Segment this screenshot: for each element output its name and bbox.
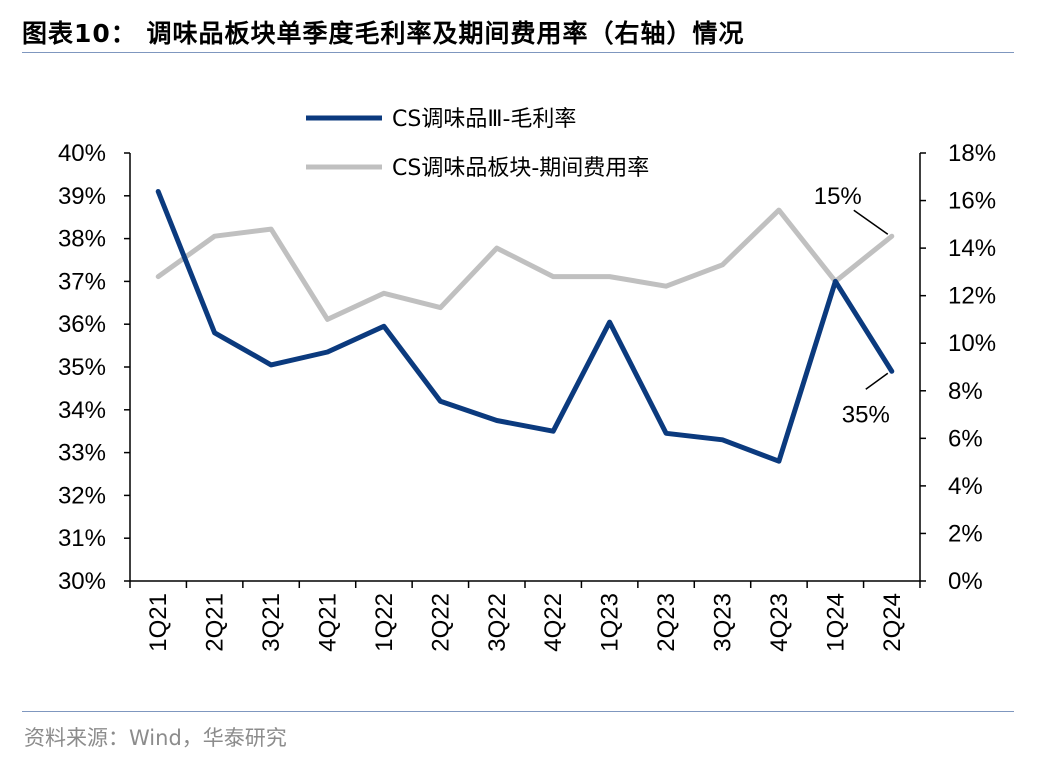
left-tick-label: 31% bbox=[58, 525, 106, 552]
right-tick-label: 14% bbox=[948, 235, 996, 262]
annotation-label: 35% bbox=[842, 401, 890, 428]
right-tick-label: 18% bbox=[948, 140, 996, 167]
x-tick-label: 3Q21 bbox=[258, 593, 285, 652]
x-tick-label: 1Q22 bbox=[371, 593, 398, 652]
x-axis-ticks: 1Q21 2Q21 3Q21 4Q21 1Q22 2Q22 3Q22 4Q22 1Q23 2Q23… bbox=[129, 581, 921, 652]
annotation-leader bbox=[865, 372, 889, 390]
annotation-label: 15% bbox=[814, 183, 862, 210]
left-tick-label: 39% bbox=[58, 183, 106, 210]
left-tick-label: 37% bbox=[58, 268, 106, 295]
x-tick-label: 2Q21 bbox=[202, 593, 229, 652]
left-tick-label: 32% bbox=[58, 482, 106, 509]
left-tick-label: 33% bbox=[58, 440, 106, 467]
x-tick-label: 2Q23 bbox=[653, 593, 680, 652]
right-axis-ticks: 0% 2% 4% 6% 8% 10% 12% 14% 16% 18% bbox=[920, 140, 996, 595]
right-tick-label: 2% bbox=[948, 520, 983, 547]
right-tick-label: 4% bbox=[948, 473, 983, 500]
annotation-leader bbox=[853, 209, 889, 235]
right-tick-label: 12% bbox=[948, 283, 996, 310]
x-tick-label: 3Q22 bbox=[484, 593, 511, 652]
expense-rate-line bbox=[155, 207, 895, 322]
right-tick-label: 0% bbox=[948, 568, 983, 595]
left-tick-label: 35% bbox=[58, 354, 106, 381]
left-tick-label: 38% bbox=[58, 226, 106, 253]
left-tick-label: 30% bbox=[58, 568, 106, 595]
right-tick-label: 10% bbox=[948, 330, 996, 357]
x-tick-label: 4Q21 bbox=[315, 593, 342, 652]
x-tick-label: 2Q22 bbox=[427, 593, 454, 652]
left-tick-label: 36% bbox=[58, 311, 106, 338]
legend-label: CS调味品Ⅲ-毛利率 bbox=[392, 107, 576, 132]
legend: CS调味品Ⅲ-毛利率 CS调味品板块-期间费用率 bbox=[306, 107, 649, 181]
footer-divider bbox=[22, 711, 1014, 712]
title-divider bbox=[22, 52, 1014, 53]
left-tick-label: 40% bbox=[58, 140, 106, 167]
source-note: 资料来源：Wind，华泰研究 bbox=[24, 726, 287, 750]
annotations: 15% 35% bbox=[814, 183, 890, 428]
right-tick-label: 8% bbox=[948, 378, 983, 405]
series-layer bbox=[155, 189, 895, 464]
x-tick-label: 2Q24 bbox=[879, 593, 906, 652]
right-tick-label: 6% bbox=[948, 425, 983, 452]
chart-title: 图表10： 调味品板块单季度毛利率及期间费用率（右轴）情况 bbox=[22, 19, 745, 48]
legend-label: CS调味品板块-期间费用率 bbox=[392, 156, 649, 181]
x-tick-label: 1Q24 bbox=[822, 593, 849, 652]
left-tick-label: 34% bbox=[58, 397, 106, 424]
x-tick-label: 1Q21 bbox=[145, 593, 172, 652]
x-tick-label: 3Q23 bbox=[710, 593, 737, 652]
right-tick-label: 16% bbox=[948, 188, 996, 215]
x-tick-label: 4Q23 bbox=[766, 593, 793, 652]
x-tick-label: 1Q23 bbox=[597, 593, 624, 652]
gross-margin-line bbox=[155, 189, 895, 464]
left-axis-ticks: 30% 31% 32% 33% 34% 35% 36% 37% 38% 39% 40% bbox=[58, 140, 130, 595]
chart-axes bbox=[129, 153, 921, 582]
line-chart: 30% 31% 32% 33% 34% 35% 36% 37% 38% 39% 40% 0% 2% 4%… bbox=[58, 107, 996, 652]
x-tick-label: 4Q22 bbox=[540, 593, 567, 652]
